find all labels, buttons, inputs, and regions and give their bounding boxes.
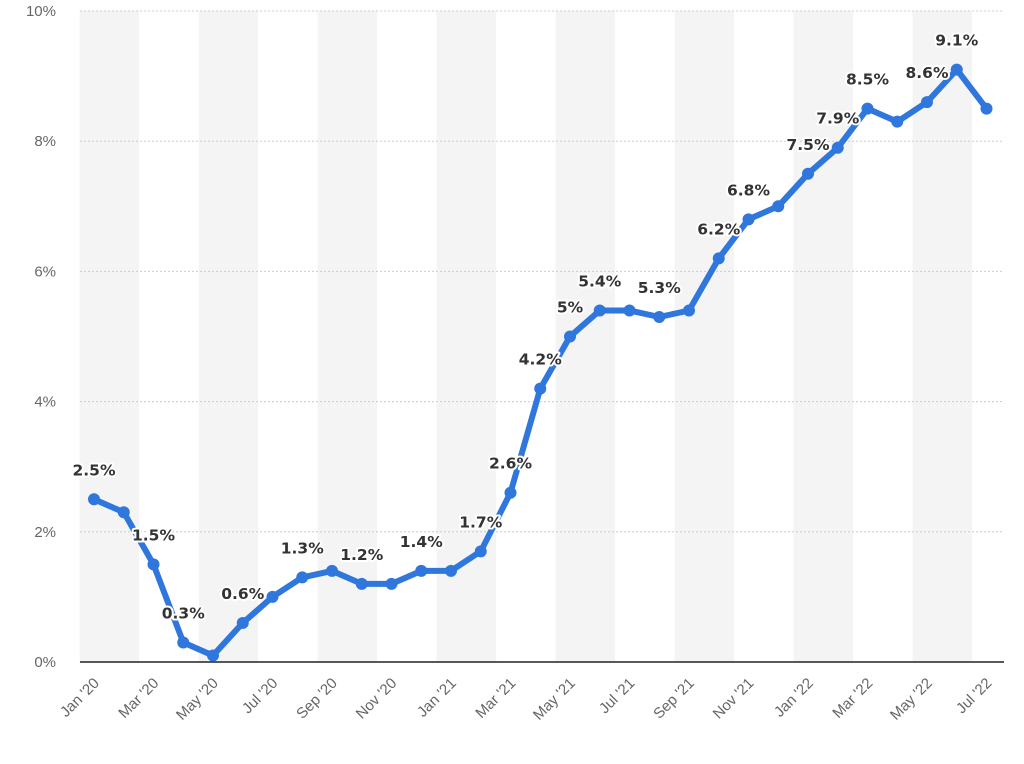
- background-bands: [79, 11, 973, 662]
- data-point: [623, 304, 636, 317]
- data-point: [266, 590, 279, 603]
- y-axis-tick-labels: 0% 2% 4% 6% 8% 10%: [26, 3, 56, 671]
- data-label: 6.2%: [697, 220, 740, 238]
- data-point: [593, 304, 606, 317]
- x-tick-label: Mar '22: [829, 675, 876, 722]
- x-tick-label: Nov '20: [353, 675, 401, 723]
- data-point: [653, 310, 666, 323]
- data-label: 0.6%: [221, 585, 264, 603]
- background-band: [793, 11, 854, 662]
- data-label: 6.8%: [727, 181, 770, 199]
- x-tick-label: May '21: [530, 675, 579, 724]
- data-point: [921, 96, 933, 109]
- data-point: [534, 382, 547, 395]
- data-label: 2.5%: [73, 461, 116, 479]
- y-tick-label: 10%: [26, 3, 56, 20]
- data-label: 1.4%: [400, 533, 443, 551]
- data-point: [236, 616, 249, 629]
- x-tick-label: May '22: [887, 675, 936, 724]
- x-tick-label: Jan '21: [414, 675, 460, 721]
- data-label: 5.4%: [578, 272, 621, 290]
- data-point: [445, 564, 457, 577]
- x-tick-label: Jan '20: [57, 675, 103, 721]
- data-point: [742, 213, 755, 226]
- data-point: [861, 102, 874, 115]
- data-label: 5.3%: [638, 279, 681, 297]
- data-point: [117, 506, 130, 519]
- data-point: [147, 558, 160, 571]
- y-tick-label: 0%: [34, 654, 56, 671]
- data-label: 2.6%: [489, 455, 532, 473]
- data-point: [355, 577, 368, 590]
- data-label: 4.2%: [519, 351, 562, 369]
- data-point: [504, 486, 517, 499]
- data-point: [980, 102, 993, 115]
- y-tick-label: 6%: [34, 263, 56, 280]
- data-label: 1.7%: [459, 513, 502, 531]
- x-tick-label: Jul '22: [953, 675, 995, 717]
- x-tick-label: Nov '21: [710, 675, 758, 723]
- x-tick-label: Mar '21: [472, 675, 519, 722]
- data-point: [474, 545, 487, 558]
- data-points: [88, 63, 993, 662]
- data-label: 9.1%: [935, 32, 978, 50]
- background-band: [198, 11, 259, 662]
- data-point: [326, 564, 338, 577]
- x-tick-label: Jul '21: [596, 675, 638, 717]
- y-gridlines: [80, 10, 1004, 533]
- data-label: 7.5%: [787, 136, 830, 154]
- data-point: [802, 167, 814, 180]
- y-tick-label: 8%: [34, 133, 56, 150]
- data-labels: 2.5% 1.5% 0.3% 0.6% 1.3% 1.2% 1.4% 1.7% 2.6% 4.2%…: [71, 30, 981, 625]
- x-axis-tick-labels: Jan '20 Mar '20 May '20 Jul '20 Sep '20 Nov '…: [57, 675, 995, 724]
- data-point: [831, 141, 844, 154]
- background-band: [674, 11, 735, 662]
- x-tick-label: Mar '20: [115, 675, 162, 722]
- x-tick-label: May '20: [173, 675, 222, 724]
- data-point: [712, 252, 725, 265]
- data-label: 1.5%: [132, 526, 175, 544]
- background-band: [317, 11, 378, 662]
- data-point: [950, 63, 963, 76]
- data-label: 1.3%: [281, 539, 324, 557]
- data-label: 1.2%: [340, 546, 383, 564]
- data-point: [385, 577, 398, 590]
- data-point: [772, 200, 785, 213]
- background-band: [79, 11, 140, 662]
- data-point: [207, 649, 219, 662]
- data-label: 8.6%: [906, 64, 949, 82]
- x-tick-label: Jul '20: [239, 675, 281, 717]
- data-point: [177, 636, 190, 649]
- x-tick-label: Sep '21: [650, 675, 698, 723]
- data-point: [683, 304, 695, 317]
- data-label: 7.9%: [816, 110, 859, 128]
- data-point: [415, 564, 428, 577]
- data-label: 0.3%: [162, 604, 205, 622]
- data-point: [88, 493, 100, 506]
- y-tick-label: 2%: [34, 524, 56, 541]
- data-point: [296, 571, 309, 584]
- data-label: 8.5%: [846, 71, 889, 89]
- x-tick-label: Sep '20: [293, 675, 341, 723]
- y-tick-label: 4%: [34, 394, 56, 411]
- data-label: 5%: [557, 299, 584, 317]
- data-point: [891, 115, 904, 128]
- data-point: [564, 330, 576, 343]
- x-tick-label: Jan '22: [771, 675, 817, 721]
- background-band: [912, 11, 973, 662]
